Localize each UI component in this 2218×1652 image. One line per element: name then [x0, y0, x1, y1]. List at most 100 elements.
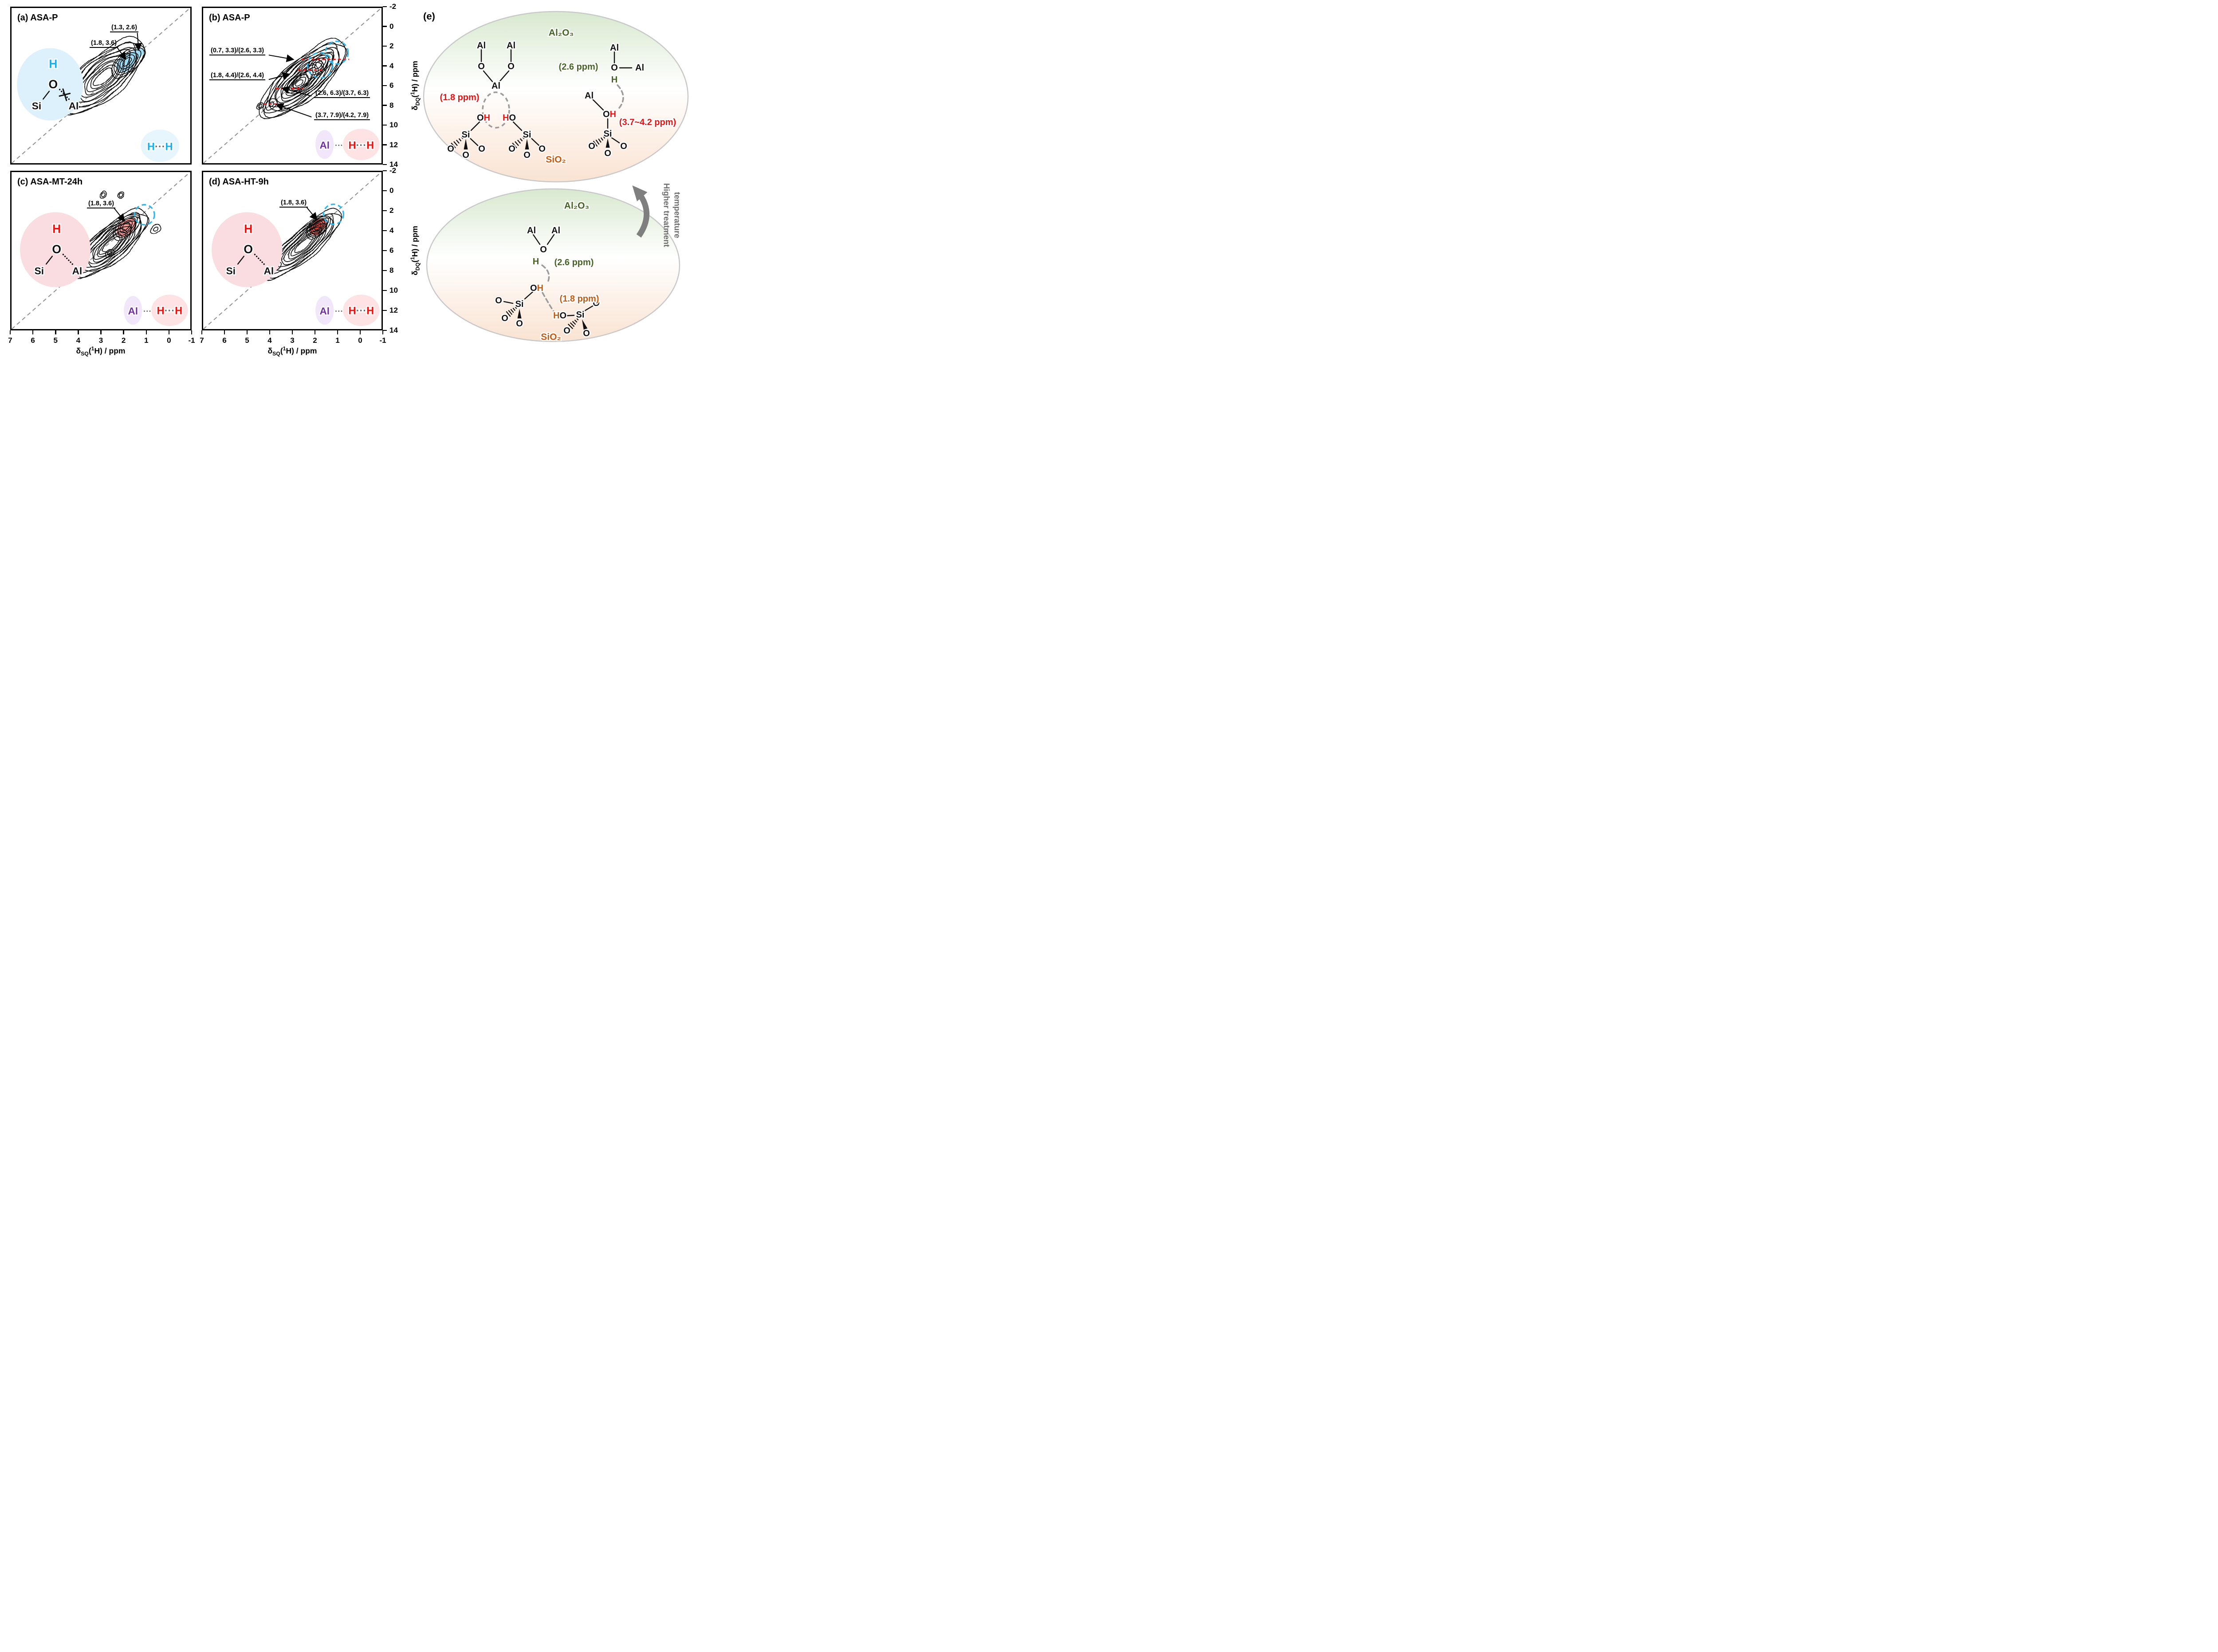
- treatment-arrow-label: Higher treatment temperature: [662, 183, 682, 247]
- atom-label: Si: [226, 266, 236, 277]
- x-tick-mark: [32, 330, 34, 334]
- x-tick-label: 2: [121, 336, 126, 345]
- x-tick-label: 3: [98, 336, 103, 345]
- atom-label: O: [501, 314, 508, 323]
- y-tick-label: 8: [389, 266, 394, 275]
- x-tick-mark: [100, 330, 102, 334]
- peak-annotation: (1.8, 3.6): [279, 199, 308, 208]
- x-tick-mark: [314, 330, 316, 334]
- mechanism-scheme: (e) Al Al O O Al OH HO Si Si O O O O O O Al O Al H Al OH Si O O…: [417, 4, 696, 359]
- atom-label: ···: [335, 306, 343, 316]
- atom-label: O: [539, 144, 546, 154]
- atom-label: O: [620, 141, 627, 151]
- x-tick-label: -1: [188, 336, 195, 345]
- atom-label: Al₂O₃: [564, 201, 589, 211]
- atom-label: OH: [530, 283, 543, 293]
- atom-label: Al: [610, 43, 619, 53]
- atom-label: H···H: [349, 306, 374, 317]
- atom-label: O: [478, 62, 485, 71]
- y-tick-label: 2: [389, 206, 394, 215]
- y-tick-mark: [383, 230, 387, 232]
- highlight-ellipse: [141, 129, 179, 162]
- y-tick-mark: [383, 45, 387, 47]
- x-tick-label: 7: [200, 336, 204, 345]
- atom-label: Al: [635, 63, 644, 73]
- y-tick-label: 14: [389, 160, 398, 169]
- atom-label: O: [508, 144, 515, 154]
- atom-label: Si: [523, 130, 531, 140]
- atom-label: ···: [143, 306, 152, 316]
- treatment-arrow: [632, 185, 649, 238]
- atom-label: O: [447, 144, 454, 154]
- y-tick-label: -2: [389, 2, 397, 11]
- x-tick-mark: [78, 330, 79, 334]
- y-tick-label: 2: [389, 42, 394, 50]
- phase-ellipse: [423, 11, 689, 183]
- atom-label: Al: [492, 81, 500, 91]
- peak-annotation: (1.8, 3.6): [90, 39, 118, 48]
- peak-annotation: (1.8, 3.6): [87, 200, 116, 208]
- contour-plot-a: HO Si Al H···H: [12, 8, 190, 163]
- scheme-label: (e): [423, 11, 435, 22]
- atom-label: H···H: [147, 141, 173, 153]
- y-tick-label: 14: [389, 326, 398, 334]
- atom-label: (2.6 ppm): [554, 258, 594, 267]
- x-tick-mark: [9, 330, 11, 334]
- atom-label: Al: [507, 41, 515, 51]
- y-tick-mark: [383, 170, 387, 172]
- peak-annotation: (2.6, 6.3)/(3.7, 6.3): [314, 90, 370, 98]
- atom-label: Al: [585, 91, 594, 101]
- x-tick-label: 5: [53, 336, 58, 345]
- atom-label: O: [244, 243, 253, 256]
- atom-label: HO: [553, 311, 566, 321]
- y-tick-mark: [383, 85, 387, 86]
- y-tick-mark: [383, 6, 387, 8]
- x-tick-mark: [191, 330, 193, 334]
- atom-label: Al: [128, 306, 138, 317]
- y-tick-label: 0: [389, 186, 394, 195]
- y-tick-mark: [383, 65, 387, 67]
- y-tick-label: 12: [389, 140, 398, 149]
- atom-label: H: [611, 75, 617, 85]
- y-tick-mark: [383, 210, 387, 212]
- highlight-ellipse: [212, 212, 283, 287]
- atom-label: (1.8 ppm): [560, 294, 599, 304]
- nmr-panel-d: H O Si Al Al ··· H···H (d) ASA-HT-9h (1.8, 3.6…: [202, 171, 383, 330]
- y-tick-label: 12: [389, 306, 398, 314]
- atom-label: SiO₂: [541, 332, 561, 342]
- panel-title-c: (c) ASA-MT-24h: [17, 177, 83, 187]
- atom-label: O: [523, 150, 531, 160]
- x-tick-mark: [337, 330, 338, 334]
- y-tick-mark: [383, 250, 387, 251]
- atom-label: H···H: [349, 140, 374, 151]
- atom-label: Al: [319, 306, 330, 317]
- atom-label: H···H: [157, 306, 183, 317]
- y-tick-label: 4: [389, 226, 394, 235]
- atom-label: O: [478, 144, 485, 154]
- sq-axis-title-right: δSQ(1H) / ppm: [267, 345, 317, 357]
- x-tick-mark: [291, 330, 293, 334]
- y-tick-mark: [383, 330, 387, 331]
- atom-label: SiO₂: [546, 155, 566, 165]
- atom-label: (1.8 ppm): [440, 93, 480, 102]
- x-tick-label: 1: [335, 336, 340, 345]
- y-tick-label: 6: [389, 81, 394, 90]
- panel-title-b: (b) ASA-P: [209, 13, 250, 23]
- y-tick-label: 10: [389, 286, 398, 294]
- atom-label: OH: [603, 110, 616, 119]
- x-tick-mark: [382, 330, 384, 334]
- highlight-ellipse: [124, 296, 142, 325]
- x-tick-mark: [359, 330, 361, 334]
- x-tick-mark: [224, 330, 225, 334]
- atom-label: O: [563, 326, 570, 336]
- atom-label: O: [462, 150, 469, 160]
- x-tick-mark: [123, 330, 124, 334]
- atom-label: Al: [264, 266, 274, 277]
- atom-label: Al: [527, 226, 536, 235]
- atom-label: Al: [69, 101, 79, 112]
- phase-ellipse: [426, 188, 680, 342]
- atom-label: O: [49, 78, 58, 91]
- atom-label: Si: [32, 101, 41, 112]
- figure: H O Si Al H···H (a) ASA-P (1.3, 2.6) (1.8, 3.…: [0, 0, 696, 361]
